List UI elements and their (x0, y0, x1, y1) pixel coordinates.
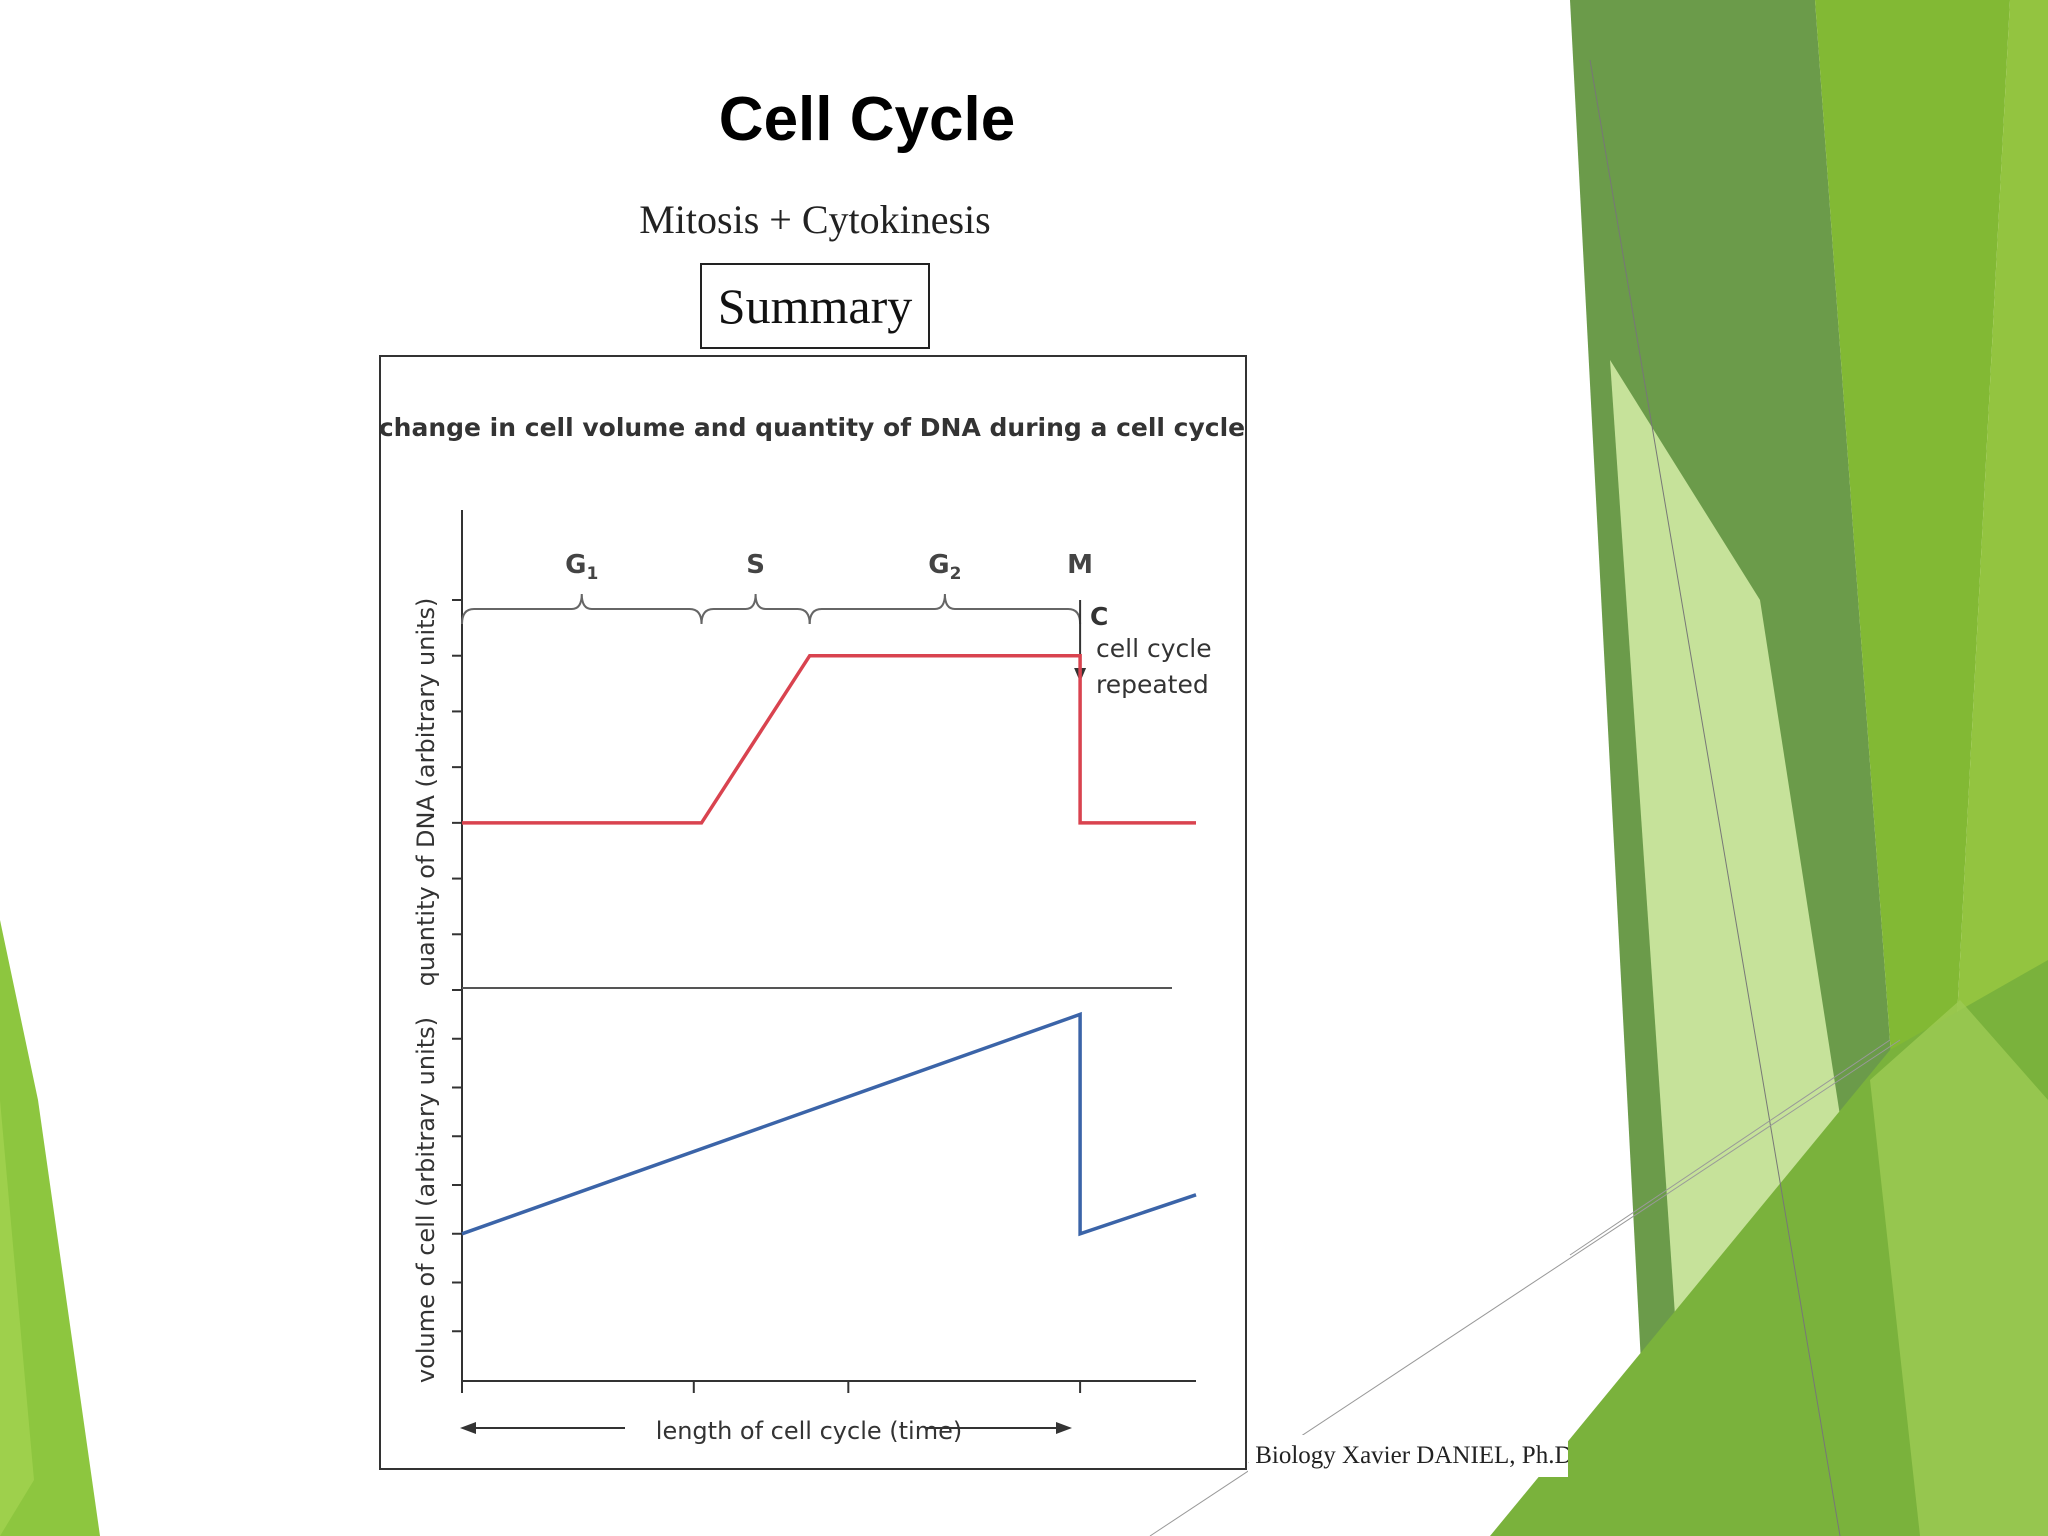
chart-title: change in cell volume and quantity of DN… (379, 413, 1245, 442)
phase-brace (461, 593, 703, 625)
x-axis-label: length of cell cycle (time) (656, 1417, 962, 1445)
figure-frame (379, 355, 1247, 1470)
dna-quantity-line (462, 653, 1196, 825)
cell-volume-line (461, 1011, 1197, 1237)
axes-layer (452, 510, 1196, 1434)
summary-label-box: Summary (700, 263, 930, 349)
annotation-line-1: cell cycle (1096, 634, 1212, 663)
y-axis-label-dna: quantity of DNA (arbitrary units) (412, 598, 440, 987)
credit-line: l Biology Xavier DANIEL, Ph.D. (1248, 1435, 1568, 1477)
slide-title: Cell Cycle (718, 85, 1016, 154)
slide-subtitle: Mitosis + Cytokinesis (639, 197, 991, 242)
phase-brace (700, 593, 811, 625)
series-layer (461, 653, 1197, 1237)
phase-brace (808, 593, 1082, 625)
phase-label: G2 (928, 550, 961, 584)
phase-label: G1 (565, 550, 598, 584)
x-arrow-right-head (1056, 1422, 1072, 1434)
phase-label-subscript: 1 (587, 564, 599, 584)
y-axis-label-volume: volume of cell (arbitrary units) (412, 1017, 440, 1383)
phase-label-subscript: 2 (950, 564, 962, 584)
phase-label: M (1067, 550, 1093, 580)
thin-rule-line (1569, 1039, 1891, 1256)
right-lower-wedge-light (1870, 1000, 2048, 1536)
phase-braces: G1 S G2 M (461, 550, 1093, 682)
left-green-wedge-light (0, 1100, 34, 1536)
c-label: C (1090, 602, 1108, 631)
annotation-line-2: repeated (1096, 670, 1209, 699)
thin-rule-line (1589, 59, 1841, 1536)
right-green-panel (1780, 0, 2010, 1536)
phase-label: S (746, 550, 765, 580)
x-arrow-left-head (460, 1422, 476, 1434)
